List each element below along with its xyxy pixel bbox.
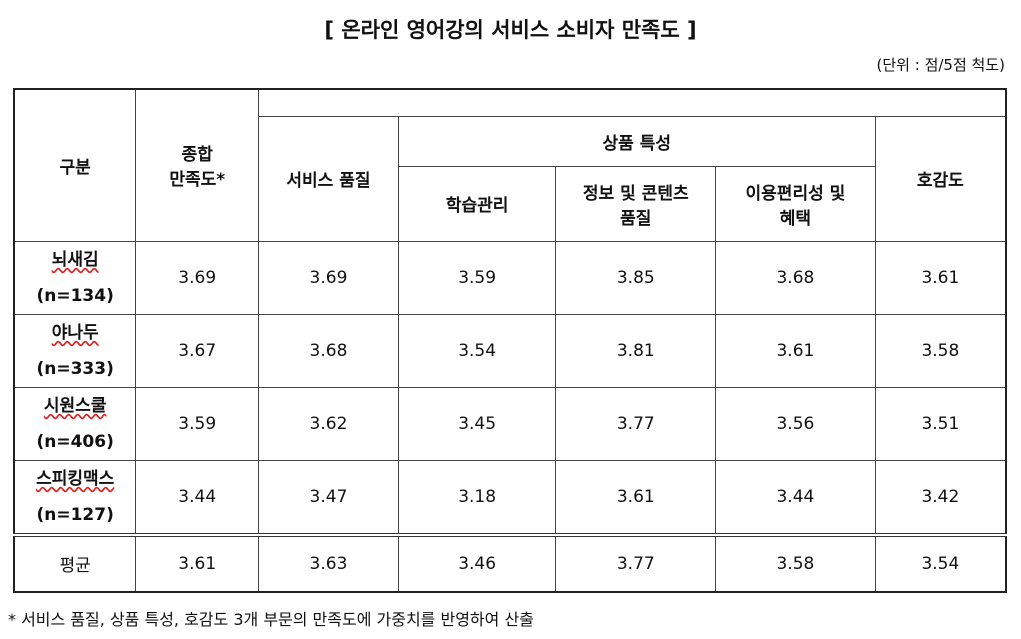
cell: 3.61 xyxy=(135,532,260,592)
header-cell: 정보 및 콘텐츠 품질 xyxy=(555,165,717,242)
cell: 3.81 xyxy=(555,313,717,388)
row: 시원스쿨 (n=406) 3.59 3.62 3.45 3.77 3.56 3.51 xyxy=(13,386,1007,461)
cell: 3.58 xyxy=(874,313,1007,388)
average-row: 평균 3.61 3.63 3.46 3.77 3.58 3.54 xyxy=(13,532,1007,592)
row-n: (n=134) xyxy=(36,285,114,306)
cell: 3.61 xyxy=(715,313,876,388)
header-cell: 구분 xyxy=(13,88,137,242)
cell: 3.45 xyxy=(397,386,557,461)
row-name: 시원스쿨 xyxy=(43,395,107,416)
title: [ 온라인 영어강의 서비스 소비자 만족도 ] xyxy=(324,18,697,42)
header-cell: 서비스 품질 xyxy=(258,115,399,242)
row-header: 평균 xyxy=(13,532,137,592)
cell: 3.77 xyxy=(555,386,717,461)
cell: 3.51 xyxy=(874,386,1007,461)
cell: 3.61 xyxy=(555,459,717,535)
footnote: * 서비스 품질, 상품 특성, 호감도 3개 부문의 만족도에 가중치를 반영… xyxy=(8,610,534,629)
cell: 3.56 xyxy=(715,386,876,461)
row-header: 뇌새김 (n=134) xyxy=(13,240,137,315)
cell: 3.59 xyxy=(135,386,260,461)
table: 구분 종합 만족도* 서비스 품질 상품 특성 호감도 학습관리 정보 및 콘텐… xyxy=(13,88,1007,593)
cell: 3.18 xyxy=(397,459,557,535)
cell: 3.77 xyxy=(555,532,717,592)
cell: 3.54 xyxy=(874,532,1007,592)
row-header: 시원스쿨 (n=406) xyxy=(13,386,137,461)
cell: 3.47 xyxy=(258,459,399,535)
cell: 3.54 xyxy=(397,313,557,388)
row-n: (n=406) xyxy=(36,431,114,452)
row: 뇌새김 (n=134) 3.69 3.69 3.59 3.85 3.68 3.61 xyxy=(13,240,1007,315)
row-header: 스피킹맥스 (n=127) xyxy=(13,459,137,535)
row-n: (n=333) xyxy=(36,358,114,379)
row: 야나두 (n=333) 3.67 3.68 3.54 3.81 3.61 3.58 xyxy=(13,313,1007,388)
cell: 3.63 xyxy=(258,532,399,592)
cell: 3.46 xyxy=(397,532,557,592)
cell: 3.62 xyxy=(258,386,399,461)
cell: 3.85 xyxy=(555,240,717,315)
cell: 3.69 xyxy=(135,240,260,315)
cell: 3.44 xyxy=(135,459,260,535)
cell: 3.44 xyxy=(715,459,876,535)
row-header: 야나두 (n=333) xyxy=(13,313,137,388)
cell: 3.69 xyxy=(258,240,399,315)
header-cell: 이용편리성 및 혜택 xyxy=(715,165,876,242)
header-cell: 호감도 xyxy=(874,115,1007,242)
unit: (단위 : 점/5점 척도) xyxy=(876,56,1005,74)
header-cell: 학습관리 xyxy=(397,165,557,242)
cell: 3.68 xyxy=(715,240,876,315)
cell: 3.59 xyxy=(397,240,557,315)
row-name: 스피킹맥스 xyxy=(36,468,115,489)
header-cell: 상품 특성 xyxy=(397,115,876,167)
cell: 3.61 xyxy=(874,240,1007,315)
header-spacer xyxy=(258,88,1007,117)
table-body: 뇌새김 (n=134) 3.69 3.69 3.59 3.85 3.68 3.61 야나두 (n=… xyxy=(13,240,1007,592)
row-name: 야나두 xyxy=(51,322,99,343)
header-cell: 종합 만족도* xyxy=(135,88,260,242)
cell: 3.58 xyxy=(715,532,876,592)
cell: 3.67 xyxy=(135,313,260,388)
row-name: 뇌새김 xyxy=(51,249,99,270)
cell: 3.42 xyxy=(874,459,1007,535)
row-n: (n=127) xyxy=(36,504,114,525)
row: 스피킹맥스 (n=127) 3.44 3.47 3.18 3.61 3.44 3.42 xyxy=(13,459,1007,535)
cell: 3.68 xyxy=(258,313,399,388)
